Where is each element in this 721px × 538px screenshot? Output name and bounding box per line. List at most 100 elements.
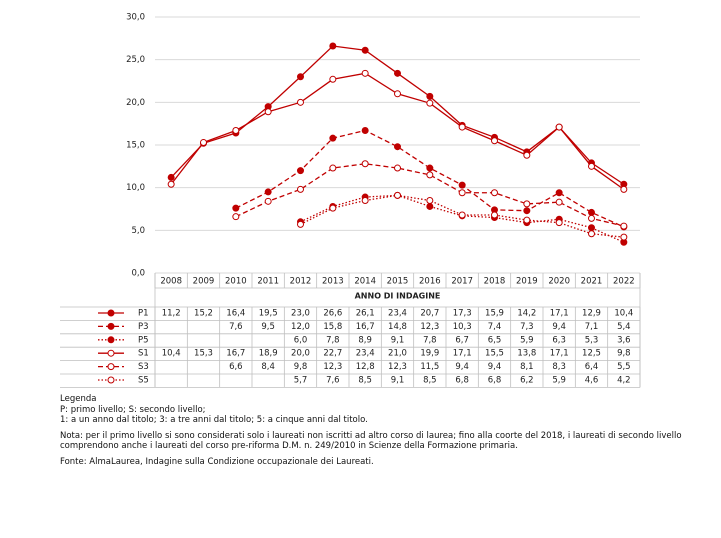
data-point	[361, 126, 369, 134]
x-tick-label: 2020	[548, 277, 570, 287]
legend-marker	[107, 376, 115, 384]
table-cell: 15,3	[194, 349, 213, 359]
table-cell: 16,4	[226, 309, 245, 319]
table-cell: 26,6	[323, 309, 342, 319]
data-point	[588, 162, 595, 170]
table-cell: 12,0	[291, 322, 310, 332]
legend-label: S5	[138, 376, 149, 386]
table-cell: 5,5	[617, 362, 631, 372]
table-cell: 12,3	[323, 362, 342, 372]
table-cell: 19,9	[420, 349, 439, 359]
table-cell: 17,1	[550, 309, 569, 319]
table-cell: 8,5	[358, 376, 372, 386]
table-cell: 23,0	[291, 309, 310, 319]
table-cell: 5,3	[585, 335, 599, 345]
data-point	[394, 90, 401, 98]
data-point	[361, 160, 369, 168]
legend-marker	[107, 349, 115, 357]
data-point	[620, 222, 628, 230]
data-point	[361, 196, 369, 204]
legend-label: P1	[138, 309, 149, 319]
table-cell: 14,8	[388, 322, 407, 332]
table-cell: 15,2	[194, 309, 213, 319]
x-tick-label: 2014	[354, 277, 376, 287]
table-cell: 9,4	[488, 362, 502, 372]
legend-line: 1: a un anno dal titolo; 3: a tre anni d…	[60, 415, 368, 425]
table-cell: 5,9	[552, 376, 566, 386]
table-cell: 11,5	[420, 362, 439, 372]
table-cell: 14,2	[517, 309, 536, 319]
data-point	[297, 185, 304, 193]
table-cell: 12,5	[582, 349, 601, 359]
table-cell: 7,6	[229, 322, 243, 332]
chart: 0,0 5,0 10,0 15,0 20,0 25,0 30,0 2008 2009 2010 20…	[60, 13, 641, 388]
data-point	[523, 216, 531, 224]
table-cell: 8,1	[520, 362, 534, 372]
y-tick-label: 5,0	[131, 226, 145, 236]
data-point	[555, 198, 563, 206]
x-tick-label: 2012	[290, 277, 312, 287]
y-tick-label: 25,0	[126, 55, 145, 65]
data-point	[458, 189, 466, 197]
legend-label: S3	[138, 362, 149, 372]
data-point	[297, 220, 304, 228]
data-point	[426, 92, 434, 100]
table-cell: 10,4	[614, 309, 633, 319]
table-cell: 22,7	[323, 349, 342, 359]
data-point	[555, 219, 563, 227]
x-tick-label: 2018	[484, 277, 506, 287]
table-cell: 12,3	[388, 362, 407, 372]
table-cell: 6,2	[520, 376, 534, 386]
data-point	[329, 204, 337, 212]
data-point	[588, 208, 595, 216]
y-tick-label: 15,0	[126, 141, 145, 151]
data-point	[232, 126, 240, 134]
table-cell: 19,5	[259, 309, 278, 319]
table-cell: 10,4	[162, 349, 181, 359]
table-cell: 6,8	[488, 376, 502, 386]
table-cell: 9,4	[455, 362, 469, 372]
table-cell: 7,3	[520, 322, 534, 332]
data-point	[458, 211, 466, 219]
x-tick-label: 2013	[322, 277, 344, 287]
x-tick-label: 2016	[419, 277, 441, 287]
data-point	[264, 188, 272, 196]
table-cell: 5,7	[294, 376, 308, 386]
table-cell: 16,7	[226, 349, 245, 359]
legend-marker	[107, 363, 115, 371]
data-point	[426, 202, 434, 210]
y-tick-label: 30,0	[126, 13, 145, 23]
table-cell: 16,7	[356, 322, 375, 332]
table-cell: 11,2	[162, 309, 181, 319]
table-cell: 8,4	[261, 362, 275, 372]
data-point	[523, 151, 531, 159]
x-tick-label: 2008	[160, 277, 182, 287]
table-cell: 8,9	[358, 335, 372, 345]
y-tick-label: 0,0	[131, 269, 145, 279]
data-point	[555, 189, 563, 197]
data-point	[620, 233, 628, 241]
table-cell: 23,4	[356, 349, 375, 359]
table-cell: 15,9	[485, 309, 504, 319]
table-cell: 17,3	[453, 309, 472, 319]
table-cell: 17,1	[453, 349, 472, 359]
x-tick-label: 2010	[225, 277, 247, 287]
data-point	[394, 191, 401, 199]
table-cell: 15,5	[485, 349, 504, 359]
data-point	[588, 224, 595, 232]
table-cell: 6,5	[488, 335, 502, 345]
table-cell: 20,0	[291, 349, 310, 359]
data-point	[491, 189, 498, 197]
table-cell: 12,8	[356, 362, 375, 372]
data-point	[458, 123, 466, 131]
data-point	[232, 204, 240, 212]
table-cell: 4,2	[617, 376, 631, 386]
table-cell: 12,9	[582, 309, 601, 319]
x-tick-label: 2015	[387, 277, 409, 287]
x-axis-label: ANNO DI INDAGINE	[355, 292, 441, 301]
data-point	[297, 167, 304, 175]
series-line	[170, 45, 625, 185]
data-point	[297, 98, 304, 106]
legend-line: P: primo livello; S: secondo livello;	[60, 404, 206, 415]
x-tick-label: 2011	[257, 277, 279, 287]
